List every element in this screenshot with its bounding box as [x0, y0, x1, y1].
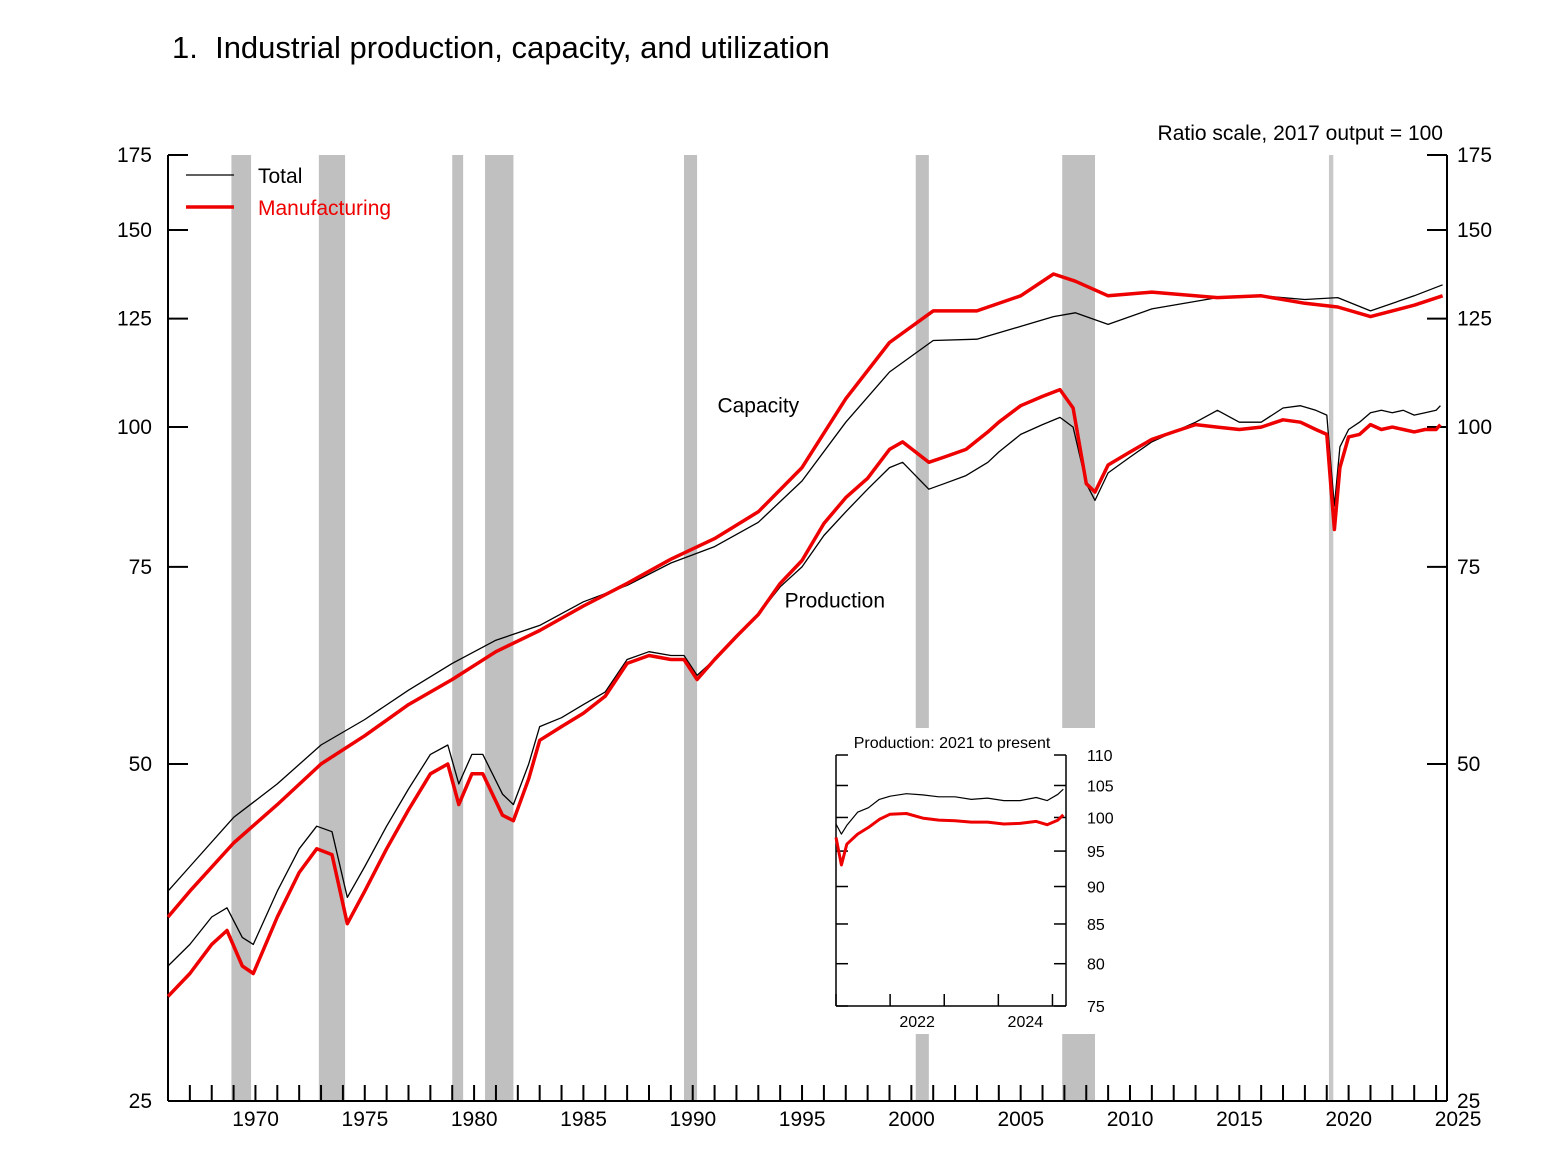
y-tick-label-right: 25 [1457, 1090, 1480, 1113]
scale-note: Ratio scale, 2017 output = 100 [1158, 122, 1443, 145]
inset-y-tick-label: 105 [1087, 778, 1114, 795]
annotation-label: Production [785, 589, 885, 612]
y-tick-label-right: 75 [1457, 556, 1480, 579]
series-line-production-manufacturing [166, 387, 1442, 998]
inset-x-tick-label: 2022 [899, 1014, 935, 1031]
y-tick-label-left: 125 [117, 308, 152, 331]
inset-background [822, 728, 1112, 1034]
y-tick-label-right: 50 [1457, 753, 1480, 776]
recession-bands [231, 155, 1334, 1101]
x-tick-label: 1970 [232, 1108, 279, 1131]
x-tick-label: 1995 [779, 1108, 826, 1131]
recession-band [683, 155, 698, 1101]
main-axes: 25 25 50 50 75 75 100 100 125 125 150 150 175 175 1970… [117, 144, 1492, 1131]
y-tick-label-left: 175 [117, 144, 152, 167]
legend-label: Total [258, 165, 302, 188]
x-tick-label: 1990 [669, 1108, 716, 1131]
y-tick-label-left: 150 [117, 219, 152, 242]
inset-y-tick-label: 75 [1087, 999, 1105, 1016]
y-tick-label-right: 125 [1457, 308, 1492, 331]
x-tick-label: 2020 [1325, 1108, 1372, 1131]
y-tick-label-left: 50 [129, 753, 152, 776]
x-tick-label: 2000 [888, 1108, 935, 1131]
inset-y-tick-label: 90 [1087, 880, 1105, 897]
y-tick-label-right: 100 [1457, 416, 1492, 439]
series-line-production-total [167, 405, 1441, 967]
inset-x-tick-label: 2024 [1008, 1014, 1044, 1031]
inset-chart: Production: 2021 to present 75 80 85 90 95 100… [822, 728, 1114, 1034]
legend: Total Manufacturing [186, 165, 391, 220]
inset-y-tick-label: 100 [1087, 810, 1114, 827]
y-tick-label-right: 175 [1457, 144, 1492, 167]
inset-y-tick-label: 80 [1087, 957, 1105, 974]
x-tick-label: 1980 [451, 1108, 498, 1131]
chart-title: 1. Industrial production, capacity, and … [172, 30, 830, 65]
recession-band [452, 155, 464, 1101]
main-series [166, 272, 1444, 998]
legend-label: Manufacturing [258, 197, 391, 220]
series-line-capacity-total [167, 284, 1443, 892]
inset-title: Production: 2021 to present [854, 735, 1051, 752]
x-tick-label: 2005 [997, 1108, 1044, 1131]
x-tick-label: 2010 [1107, 1108, 1154, 1131]
y-tick-label-left: 75 [129, 556, 152, 579]
x-tick-label: 2025 [1435, 1108, 1482, 1131]
annotation-label: Capacity [717, 395, 799, 418]
inset-series-line-total [835, 788, 1064, 835]
y-tick-label-left: 25 [129, 1090, 152, 1113]
y-tick-label-right: 150 [1457, 219, 1492, 242]
x-tick-label: 1985 [560, 1108, 607, 1131]
recession-band [231, 155, 252, 1101]
x-tick-label: 2015 [1216, 1108, 1263, 1131]
inset-series-line-manufacturing [834, 812, 1065, 867]
inset-y-tick-label: 110 [1087, 748, 1113, 765]
y-tick-label-left: 100 [117, 416, 152, 439]
inset-y-tick-label: 85 [1087, 917, 1105, 934]
recession-band [485, 155, 514, 1101]
annotations: Capacity Production [717, 395, 885, 613]
recession-band [1328, 155, 1334, 1101]
inset-y-tick-label: 95 [1087, 844, 1105, 861]
recession-band [318, 155, 346, 1101]
x-tick-label: 1975 [342, 1108, 389, 1131]
series-line-capacity-manufacturing [166, 272, 1444, 919]
